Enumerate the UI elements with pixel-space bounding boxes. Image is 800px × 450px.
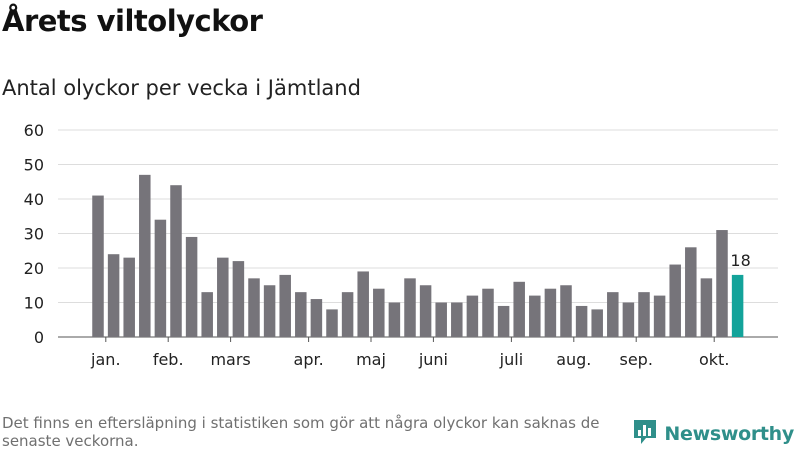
bar	[638, 292, 650, 337]
x-tick-label: okt.	[699, 350, 729, 369]
x-tick-label: sep.	[619, 350, 652, 369]
bar	[560, 285, 572, 337]
bar	[201, 292, 213, 337]
bar	[591, 309, 603, 337]
bar-latest-week	[731, 274, 744, 337]
chart-title: Årets viltolyckor	[2, 4, 263, 38]
bar	[139, 174, 151, 337]
y-tick-label: 30	[24, 225, 44, 244]
x-axis-month-labels: jan. feb. mars apr. maj juni juli aug. sep. okt.	[90, 337, 729, 369]
bar	[419, 285, 432, 337]
bar	[295, 292, 307, 337]
bar	[310, 299, 323, 337]
bar	[653, 295, 666, 337]
y-tick-label: 60	[24, 121, 44, 140]
brand[interactable]: Newsworthy	[632, 420, 794, 448]
bar	[170, 185, 182, 337]
bar	[575, 305, 588, 337]
bar	[326, 309, 338, 337]
bar	[435, 302, 447, 337]
bar	[513, 281, 525, 337]
x-tick-label: maj	[356, 350, 386, 369]
bar	[373, 288, 385, 337]
bar-chart: 0 10 20 30 40 50 60 jan. feb. mars apr. maj juni jul…	[24, 121, 778, 369]
bar	[685, 247, 697, 337]
bar	[248, 278, 260, 337]
bar	[544, 288, 557, 337]
bar	[107, 254, 120, 337]
bar	[607, 292, 619, 337]
y-tick-label: 40	[24, 190, 44, 209]
bar	[700, 278, 713, 337]
bar	[529, 295, 541, 337]
bar	[279, 274, 291, 337]
x-tick-label: juni	[418, 350, 448, 369]
bar	[357, 271, 369, 337]
y-tick-label: 20	[24, 259, 44, 278]
bar	[154, 219, 167, 337]
bar	[232, 261, 245, 337]
bars	[92, 174, 744, 337]
x-tick-label: jan.	[90, 350, 120, 369]
bar	[466, 295, 479, 337]
y-tick-label: 10	[24, 294, 44, 313]
x-tick-label: juli	[499, 350, 523, 369]
x-tick-label: aug.	[556, 350, 591, 369]
x-tick-label: feb.	[153, 350, 184, 369]
brand-name: Newsworthy	[664, 423, 794, 445]
y-tick-label: 50	[24, 156, 44, 175]
bar	[482, 288, 494, 337]
bar	[263, 285, 276, 337]
bar	[341, 292, 354, 337]
bar	[451, 302, 463, 337]
bar	[92, 195, 104, 337]
y-tick-label: 0	[34, 328, 44, 347]
bar	[497, 305, 510, 337]
bar	[217, 257, 229, 337]
data-label-latest: 18	[730, 251, 750, 270]
bar	[388, 302, 401, 337]
bar	[404, 278, 416, 337]
chart-subtitle: Antal olyckor per vecka i Jämtland	[2, 76, 361, 100]
bar	[123, 257, 135, 337]
data-labels: 18	[730, 251, 750, 270]
x-tick-label: apr.	[294, 350, 324, 369]
x-tick-label: mars	[210, 350, 250, 369]
bar	[622, 302, 635, 337]
bar	[185, 236, 198, 337]
bar	[669, 264, 681, 337]
y-axis-tick-labels: 0 10 20 30 40 50 60	[24, 121, 44, 347]
footnote: Det finns en eftersläpning i statistiken…	[2, 414, 600, 450]
bar-chart-logo-icon	[632, 418, 658, 450]
bar	[716, 230, 728, 337]
